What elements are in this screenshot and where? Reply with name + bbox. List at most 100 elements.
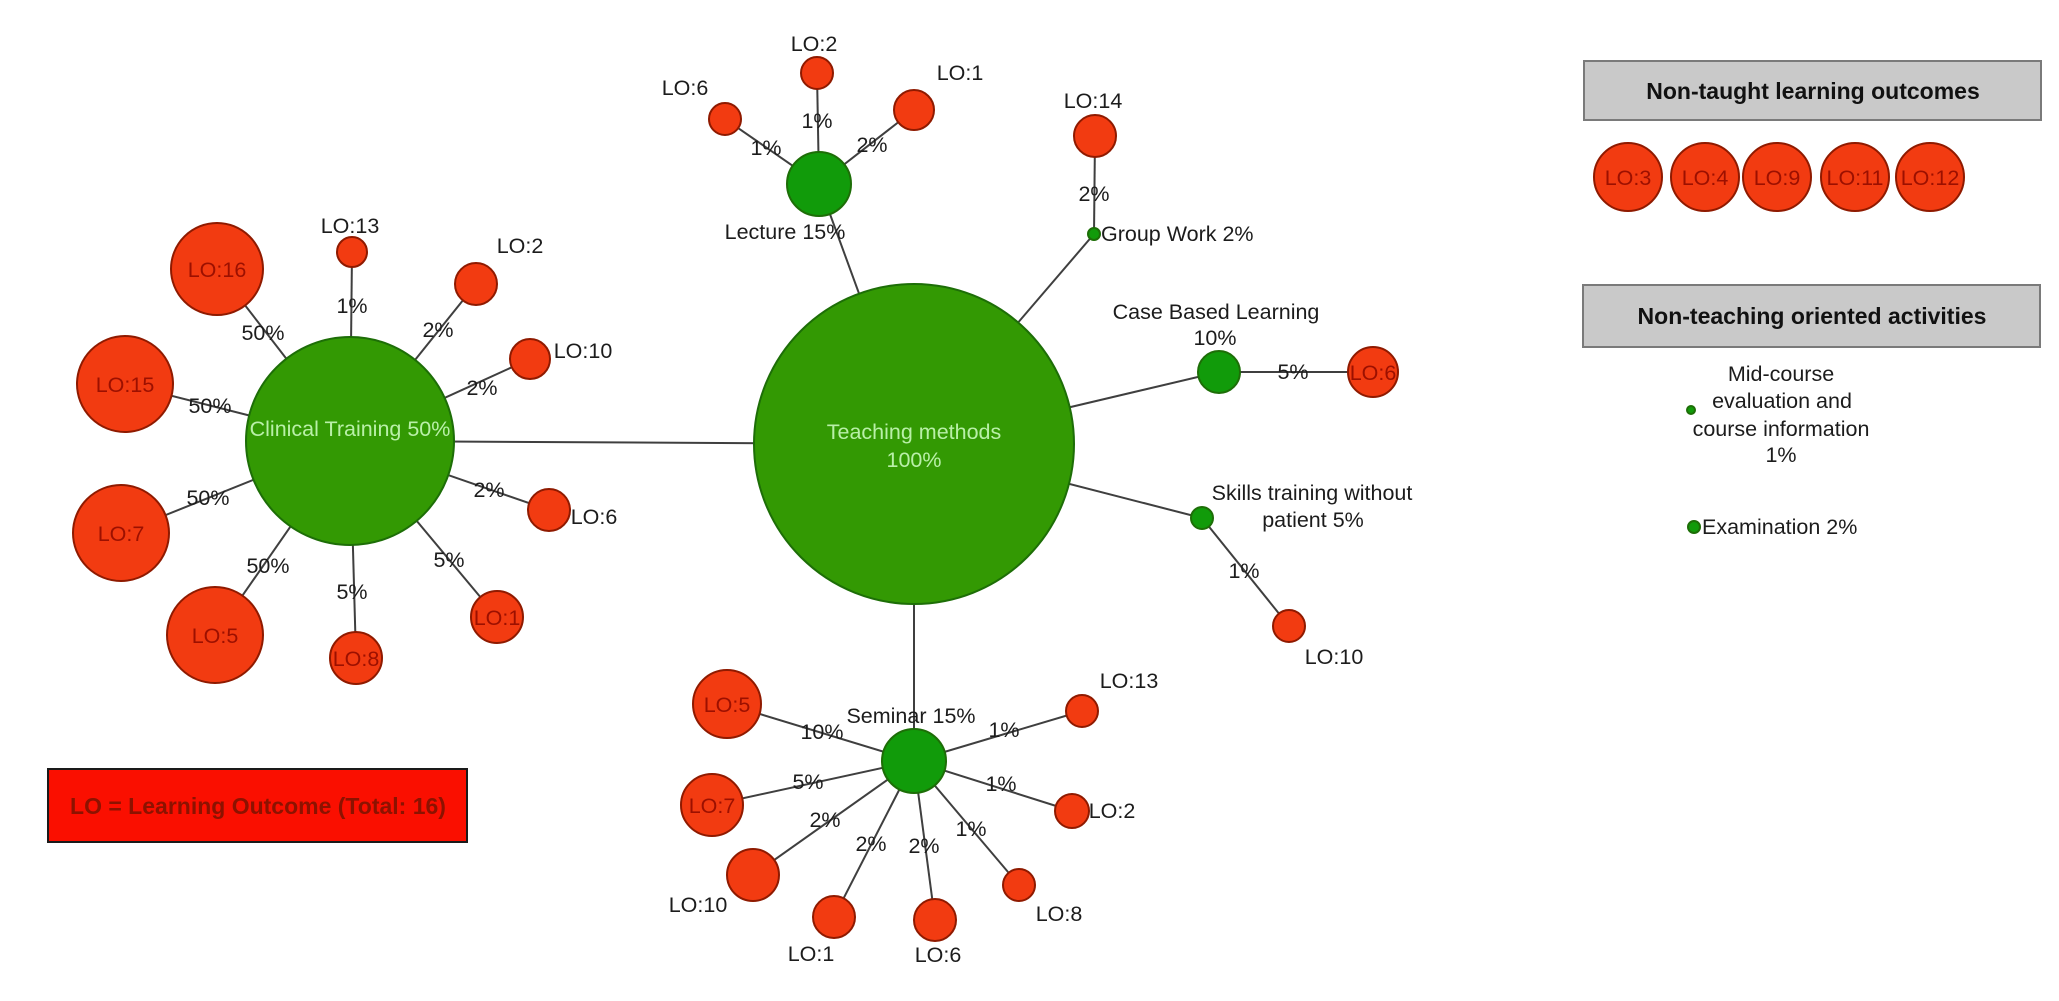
label-cbl: Case Based Learning [1113, 300, 1320, 324]
node-leg_exam [1687, 520, 1701, 534]
label-c_lo7: LO:7 [98, 522, 145, 546]
node-cb_lo6 [1347, 346, 1399, 398]
edge-label-clinical-c_lo16: 50% [241, 321, 284, 345]
label-leg_mid: evaluation and [1712, 389, 1852, 413]
label-leg_lo4: LO:4 [1682, 166, 1729, 190]
edge-label-seminar-se_lo7: 5% [792, 770, 823, 794]
edge-label-seminar-se_lo8: 1% [955, 817, 986, 841]
node-c_lo13 [336, 236, 368, 268]
label-s_lo10: LO:10 [1305, 645, 1364, 669]
label-se_lo8: LO:8 [1036, 902, 1083, 926]
label-c_lo5: LO:5 [192, 624, 239, 648]
note-box-text: LO = Learning Outcome (Total: 16) [70, 793, 446, 819]
node-c_lo6 [527, 488, 571, 532]
note-box: LO = Learning Outcome (Total: 16) [47, 768, 468, 843]
label-c_lo1: LO:1 [474, 606, 521, 630]
node-c_lo8 [329, 631, 383, 685]
label-teaching: Teaching methods [827, 420, 1002, 444]
label-l_lo2: LO:2 [791, 32, 838, 56]
note-box-rect [47, 768, 468, 843]
edge-label-lecture-l_lo2: 1% [801, 109, 832, 133]
label-se_lo13: LO:13 [1100, 669, 1159, 693]
edge-label-clinical-c_lo5: 50% [246, 554, 289, 578]
label-leg_mid: Mid-course [1728, 362, 1834, 386]
node-s_lo10 [1272, 609, 1306, 643]
label-leg_lo3: LO:3 [1605, 166, 1652, 190]
edge-label-groupwork-g_lo14: 2% [1078, 182, 1109, 206]
node-se_lo7 [680, 773, 744, 837]
label-g_lo14: LO:14 [1064, 89, 1123, 113]
label-se_lo2: LO:2 [1089, 799, 1136, 823]
legend-non-teaching-title: Non-teaching oriented activities [1638, 303, 1987, 329]
label-l_lo6: LO:6 [662, 76, 709, 100]
node-cbl [1197, 350, 1241, 394]
node-se_lo13 [1065, 694, 1099, 728]
label-c_lo2: LO:2 [497, 234, 544, 258]
node-l_lo6 [708, 102, 742, 136]
edge-label-clinical-c_lo1: 5% [433, 548, 464, 572]
label-se_lo1: LO:1 [788, 942, 835, 966]
label-skills: patient 5% [1262, 508, 1364, 532]
edge-label-clinical-c_lo7: 50% [186, 486, 229, 510]
node-leg_lo4 [1670, 142, 1740, 212]
edge-label-seminar-se_lo10: 2% [809, 808, 840, 832]
node-seminar [881, 728, 947, 794]
node-c_lo1 [470, 590, 524, 644]
node-leg_mid [1686, 405, 1696, 415]
edge-labels-layer: 50% 1% 2% 2% 50% 50% 50% 5% 5% 2% 1% 1% 2% 2% 5% 1% 10% 5… [186, 109, 1308, 858]
label-c_lo16: LO:16 [188, 258, 247, 282]
node-c_lo5 [166, 586, 264, 684]
edge-label-seminar-se_lo1: 2% [855, 832, 886, 856]
node-se_lo5 [692, 669, 762, 739]
label-seminar: Seminar 15% [846, 704, 975, 728]
node-leg_lo3 [1593, 142, 1663, 212]
label-leg_mid: course information [1693, 417, 1870, 441]
label-groupwork: Group Work 2% [1101, 222, 1254, 246]
edge-label-seminar-se_lo6: 2% [908, 834, 939, 858]
node-l_lo2 [800, 56, 834, 90]
label-se_lo5: LO:5 [704, 693, 751, 717]
node-c_lo7 [72, 484, 170, 582]
node-se_lo8 [1002, 868, 1036, 902]
node-se_lo10 [726, 848, 780, 902]
edge-label-clinical-c_lo2: 2% [422, 318, 453, 342]
node-labels-layer: Teaching methods 100% Clinical Training 50… [96, 32, 1960, 967]
node-c_lo2 [454, 262, 498, 306]
node-lecture [786, 151, 852, 217]
edge-label-clinical-c_lo15: 50% [188, 394, 231, 418]
edge-label-lecture-l_lo6: 1% [750, 136, 781, 160]
legend-non-teaching: Non-teaching oriented activities [1582, 284, 2041, 348]
node-l_lo1 [893, 89, 935, 131]
node-g_lo14 [1073, 114, 1117, 158]
label-se_lo10: LO:10 [669, 893, 728, 917]
edge-label-lecture-l_lo1: 2% [856, 133, 887, 157]
node-teaching [753, 283, 1075, 605]
edge-label-clinical-c_lo13: 1% [336, 294, 367, 318]
label-cbl: 10% [1193, 326, 1236, 350]
edge-label-seminar-se_lo5: 10% [800, 720, 843, 744]
node-leg_lo9 [1742, 142, 1812, 212]
node-c_lo10 [509, 338, 551, 380]
edge-label-seminar-se_lo13: 1% [988, 718, 1019, 742]
node-c_lo16 [170, 222, 264, 316]
legend-non-taught-title: Non-taught learning outcomes [1646, 78, 1980, 104]
edge-skills-s_lo10 [1201, 517, 1290, 627]
node-groupwork [1087, 227, 1101, 241]
node-skills [1190, 506, 1214, 530]
label-leg_lo9: LO:9 [1754, 166, 1801, 190]
node-clinical [245, 336, 455, 546]
label-cb_lo6: LO:6 [1350, 361, 1397, 385]
edge-label-clinical-c_lo6: 2% [473, 478, 504, 502]
legend-non-taught: Non-taught learning outcomes [1583, 60, 2042, 121]
edge-seminar-se_lo7 [711, 760, 915, 806]
node-leg_lo11 [1820, 142, 1890, 212]
legend-non-teaching-box [1582, 284, 2041, 348]
node-se_lo1 [812, 895, 856, 939]
edge-label-skills-s_lo10: 1% [1228, 559, 1259, 583]
label-clinical: Clinical Training 50% [250, 417, 451, 441]
edge-label-cbl-cb_lo6: 5% [1277, 360, 1308, 384]
label-teaching: 100% [887, 448, 942, 472]
label-lecture: Lecture 15% [725, 220, 846, 244]
label-l_lo1: LO:1 [937, 61, 984, 85]
edge-label-seminar-se_lo2: 1% [985, 772, 1016, 796]
